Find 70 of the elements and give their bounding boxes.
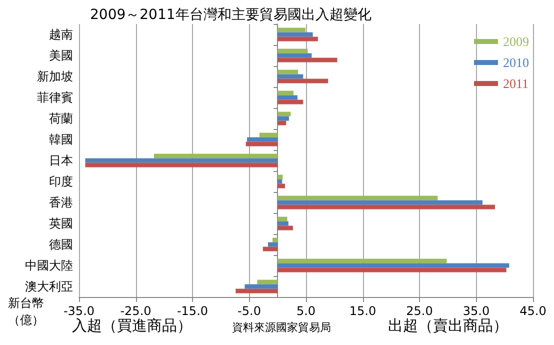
y-tick-label: 荷蘭 (49, 112, 73, 126)
text: （億） (8, 313, 44, 327)
bar (236, 288, 278, 294)
x-tick-label: -15.0 (176, 304, 208, 318)
bar (278, 53, 312, 58)
bar (278, 216, 288, 222)
bar (278, 204, 495, 210)
bar (257, 280, 278, 284)
bar (262, 246, 278, 252)
legend-label: 2010 (503, 55, 529, 70)
x-tick-label: 25.0 (406, 304, 433, 318)
bar (278, 90, 294, 96)
x-tick-label: -5.0 (238, 304, 261, 318)
bar (268, 242, 278, 247)
y-tick-label: 英國 (49, 216, 73, 230)
x-tick-label: 35.0 (462, 304, 490, 318)
bar (278, 28, 306, 32)
bar (278, 36, 318, 42)
y-tick-label: 菲律賓 (37, 90, 73, 104)
bar (278, 74, 304, 79)
x-tick-label: -35.0 (63, 304, 95, 318)
x-tick-label: 45.0 (520, 304, 546, 318)
y-tick-label: 印度 (49, 174, 73, 188)
bar (246, 142, 278, 146)
x-tick-label: -25.0 (120, 304, 152, 318)
y-tick-label: 香港 (49, 196, 73, 210)
bar (278, 95, 298, 100)
y-tick-label: 中國大陸 (25, 258, 73, 272)
bar (154, 154, 278, 158)
y-tick-label: 日本 (49, 154, 73, 168)
bar (278, 196, 438, 200)
bar (278, 32, 313, 37)
legend-label: 2011 (503, 76, 529, 91)
bar (246, 137, 278, 142)
bar (278, 78, 328, 84)
bar (272, 238, 278, 242)
bar (278, 221, 288, 226)
bar (278, 258, 447, 264)
bar (278, 48, 308, 54)
bar (278, 263, 510, 268)
y-tick-label: 新加坡 (37, 70, 73, 84)
bar (85, 162, 278, 168)
bar (85, 158, 278, 163)
bar (278, 112, 291, 116)
bar (278, 179, 282, 184)
y-tick-label: 澳大利亞 (25, 280, 73, 294)
bar (259, 132, 278, 138)
y-tick-label: 韓國 (49, 132, 73, 146)
chart-title: 2009～2011年台灣和主要貿易國出入超變化 (90, 7, 372, 23)
text: 新台幣 (8, 296, 44, 310)
y-tick-label: 德國 (49, 238, 73, 252)
bar (278, 58, 338, 62)
text: 入超（買進商品） (72, 316, 192, 334)
bar (278, 226, 293, 230)
bar (278, 174, 283, 180)
bar (278, 200, 482, 205)
x-tick-label: 5.0 (296, 304, 316, 318)
y-tick-label: 越南 (49, 28, 73, 42)
y-tick-label: 美國 (49, 48, 73, 62)
bar (278, 184, 286, 188)
bar (278, 116, 289, 121)
bar (278, 268, 506, 272)
x-tick-label: 15.0 (349, 304, 376, 318)
text: 出超（賣出商品） (388, 316, 508, 334)
bar (278, 70, 298, 74)
legend-label: 2009 (503, 34, 529, 49)
text: 資料來源國家貿易局 (232, 321, 331, 334)
bar (278, 100, 304, 104)
bar (244, 284, 278, 289)
bar (278, 120, 286, 126)
